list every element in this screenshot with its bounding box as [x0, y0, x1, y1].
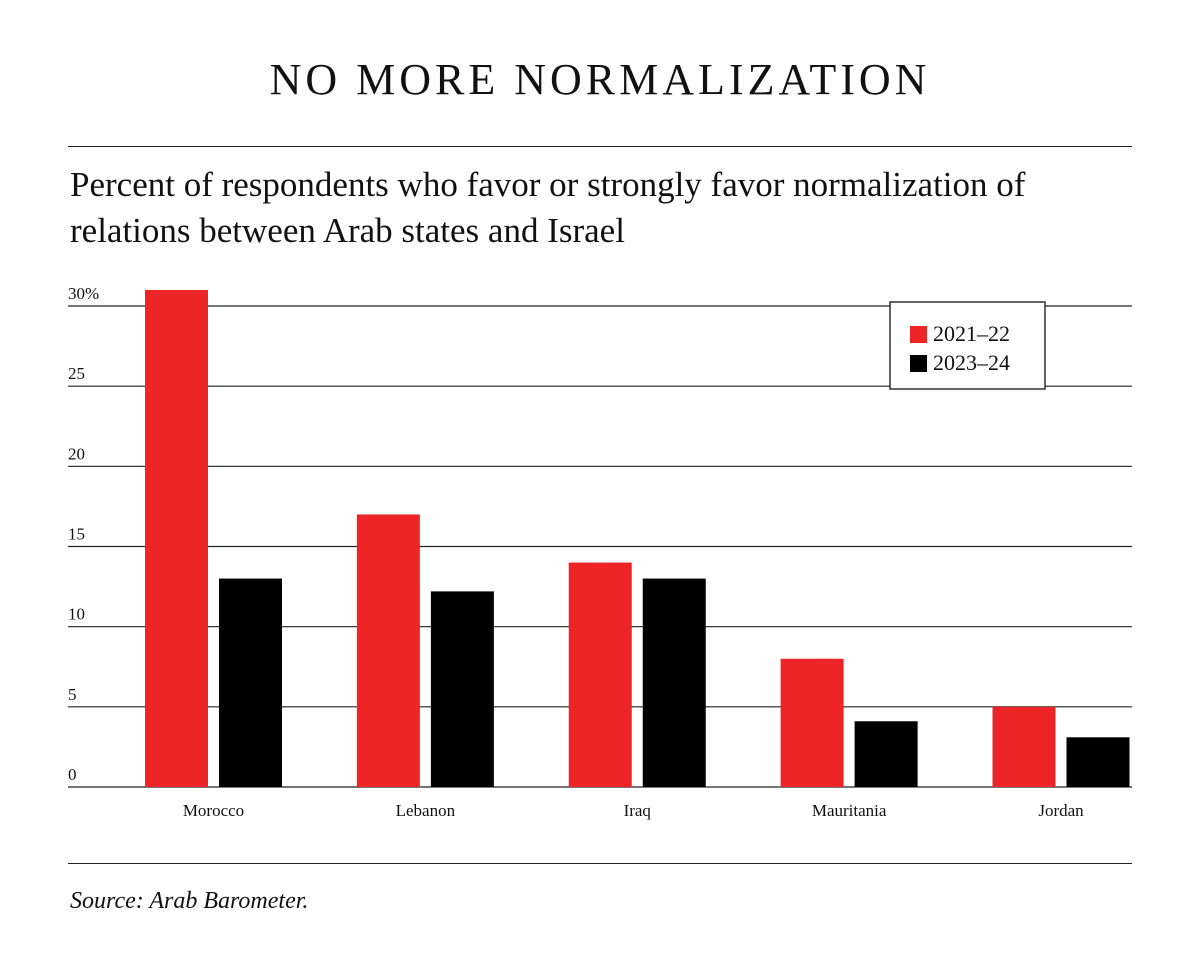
y-tick-label: 10 — [68, 605, 85, 624]
legend-swatch — [910, 355, 927, 372]
bar-morocco-series-1 — [145, 289, 208, 787]
chart-subtitle: Percent of respondents who favor or stro… — [70, 165, 1026, 250]
bar-mauritania-series-1 — [780, 658, 844, 787]
y-tick-label: 30% — [68, 284, 99, 303]
legend-label: 2023–24 — [933, 350, 1010, 375]
bottom-divider — [68, 863, 1132, 864]
top-divider — [68, 146, 1132, 147]
bar-iraq-series-2 — [642, 578, 706, 787]
bar-lebanon-series-2 — [430, 591, 494, 787]
bar-jordan-series-1 — [992, 706, 1056, 787]
bar-morocco-series-2 — [219, 578, 282, 787]
y-tick-label: 25 — [68, 364, 85, 383]
bars — [145, 289, 1130, 787]
y-tick-label: 5 — [68, 685, 77, 704]
y-axis-labels: 0 5 10 15 20 25 30% — [68, 284, 99, 784]
legend-box — [889, 301, 1046, 390]
legend: 2021–22 2023–24 — [889, 301, 1046, 390]
x-tick-label: Morocco — [183, 801, 244, 820]
x-tick-label: Jordan — [1038, 801, 1084, 820]
legend-swatch — [910, 326, 927, 343]
bar-iraq-series-1 — [568, 562, 632, 787]
source-note: Source: Arab Barometer. — [70, 888, 309, 914]
x-tick-label: Lebanon — [396, 801, 456, 820]
chart-title: NO MORE NORMALIZATION — [269, 55, 931, 104]
x-tick-label: Iraq — [624, 801, 652, 820]
x-tick-label: Mauritania — [812, 801, 887, 820]
y-tick-label: 0 — [68, 765, 77, 784]
bar-lebanon-series-1 — [356, 514, 420, 787]
y-tick-label: 15 — [68, 525, 85, 544]
bar-jordan-series-2 — [1066, 737, 1130, 787]
bar-mauritania-series-2 — [854, 721, 918, 787]
x-axis-labels: Morocco Lebanon Iraq Mauritania Jordan — [183, 801, 1084, 820]
legend-label: 2021–22 — [933, 321, 1010, 346]
y-tick-label: 20 — [68, 444, 85, 463]
